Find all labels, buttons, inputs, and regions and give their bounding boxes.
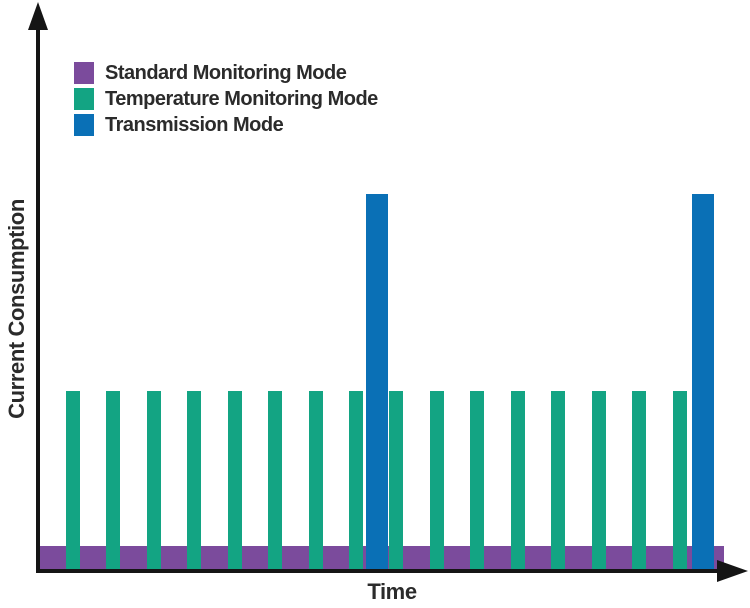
legend-swatch-standard-monitoring (74, 62, 94, 84)
bar-spike-temperature-monitoring-mode (510, 391, 525, 571)
legend-item-standard-monitoring: Standard Monitoring Mode (74, 62, 378, 84)
bar-spike-temperature-monitoring-mode (228, 391, 242, 571)
bar-spike-temperature-monitoring-mode (66, 391, 81, 571)
bar-spike-temperature-monitoring-mode (673, 391, 688, 571)
legend-item-transmission: Transmission Mode (74, 114, 378, 136)
bar-spike-temperature-monitoring-mode (147, 391, 162, 571)
bar-spike-temperature-monitoring-mode (389, 391, 404, 571)
y-axis-arrow-icon (28, 2, 48, 30)
bar-spike-temperature-monitoring-mode (268, 391, 283, 571)
legend-swatch-transmission (74, 114, 94, 136)
bar-spike-temperature-monitoring-mode (550, 391, 565, 571)
legend-item-temperature-monitoring: Temperature Monitoring Mode (74, 88, 378, 110)
legend-swatch-temperature-monitoring (74, 88, 94, 110)
bar-spike-temperature-monitoring-mode (470, 391, 484, 571)
bar-spike-temperature-monitoring-mode (349, 391, 363, 571)
legend-label-temperature-monitoring: Temperature Monitoring Mode (105, 88, 378, 110)
bar-spike-transmission-mode (366, 193, 388, 571)
bar-spike-temperature-monitoring-mode (308, 391, 323, 571)
legend-label-transmission: Transmission Mode (105, 114, 284, 136)
legend: Standard Monitoring Mode Temperature Mon… (74, 62, 378, 136)
bar-spike-temperature-monitoring-mode (186, 391, 201, 571)
x-axis-arrow-icon (717, 560, 748, 582)
bar-spike-temperature-monitoring-mode (631, 391, 646, 571)
x-axis-label: Time (367, 579, 417, 604)
x-axis-line (36, 569, 718, 573)
y-axis-line (36, 24, 40, 573)
bar-spike-temperature-monitoring-mode (429, 391, 444, 571)
bar-spike-temperature-monitoring-mode (592, 391, 607, 571)
legend-label-standard-monitoring: Standard Monitoring Mode (105, 62, 347, 84)
bar-spike-temperature-monitoring-mode (105, 391, 120, 571)
bar-spike-transmission-mode (691, 193, 714, 571)
